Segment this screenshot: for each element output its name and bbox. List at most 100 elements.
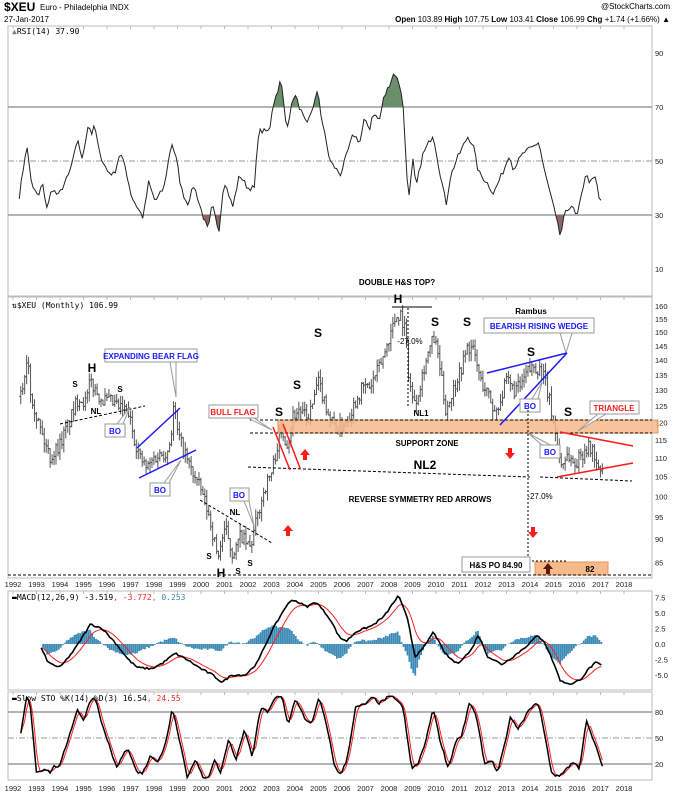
year-label: 1997 [122, 784, 139, 793]
year-label: 2004 [287, 784, 304, 793]
histogram-bar [373, 639, 376, 644]
histogram-bar [148, 644, 150, 649]
sto-k-line [20, 695, 604, 780]
histogram-bar [402, 644, 405, 648]
histogram-bar [363, 639, 366, 644]
open-label: Open [395, 15, 416, 24]
price-bar [536, 371, 540, 380]
histogram-bar [183, 644, 186, 645]
histogram-bar [149, 644, 152, 647]
price-bar [168, 441, 172, 453]
price-bar [256, 511, 260, 527]
d-value: , 24.55 [147, 694, 181, 703]
price-bar [522, 368, 526, 388]
price-bar [596, 459, 600, 470]
year-label: 1993 [28, 784, 45, 793]
wedge-label: BEARISH RISING WEDGE [490, 322, 589, 331]
price-bar [475, 349, 479, 372]
price-bar [170, 430, 174, 447]
histogram-bar [214, 644, 217, 651]
histogram-bar [228, 642, 231, 644]
price-bar [160, 451, 164, 457]
histogram-bar [114, 644, 117, 653]
price-bar [481, 370, 485, 392]
histogram-bar [328, 644, 330, 654]
sto-series [20, 695, 604, 780]
price-bar [25, 355, 29, 385]
price-bar [381, 356, 385, 369]
year-label: 1993 [28, 580, 45, 589]
price-bar [598, 465, 602, 478]
year-label: 2010 [428, 784, 445, 793]
high-value: 107.75 [465, 15, 490, 24]
wedge-upper-line [486, 352, 568, 374]
histogram-bar [222, 644, 225, 649]
price-bar [217, 550, 221, 560]
histogram-bar [198, 644, 201, 650]
price-bar [54, 442, 58, 465]
histogram-bar [484, 644, 487, 651]
year-label: 2009 [404, 580, 421, 589]
histogram-bar [193, 644, 195, 649]
price-axis-label: 130 [655, 386, 668, 395]
histogram-bar [142, 644, 144, 649]
histogram-bar [588, 635, 591, 644]
k-value: Slow STO %K(14) %D(3) 16.54 [17, 694, 147, 703]
histogram-bar [355, 641, 358, 644]
price-bar [573, 458, 577, 473]
macd-title-part: MACD(12,26,9) -3.519 [17, 593, 114, 602]
histogram-bar [73, 634, 76, 644]
histogram-bar [443, 644, 446, 655]
year-label: 1999 [169, 784, 186, 793]
price-bar [132, 429, 136, 447]
histogram-bar [130, 644, 133, 655]
price-bar [459, 366, 463, 382]
histogram-bar [324, 644, 327, 652]
price-bar [87, 373, 91, 402]
histogram-bar [551, 644, 554, 658]
histogram-bar [46, 644, 48, 655]
price-bar [115, 393, 119, 405]
histogram-bar [136, 644, 139, 654]
price-panel [7, 296, 653, 579]
histogram-bar [555, 644, 558, 661]
histogram-bar [337, 644, 340, 659]
histogram-bar [396, 631, 399, 644]
price-bar [242, 529, 246, 546]
histogram-bar [567, 644, 569, 655]
histogram-bar [146, 644, 148, 647]
price-bar [78, 399, 82, 411]
price-bar [356, 395, 360, 409]
histogram-bar [187, 644, 189, 647]
price-bar [504, 372, 508, 385]
price-bar [185, 447, 189, 464]
macd-legend-icon: ▬ [12, 593, 17, 602]
histogram-bar [379, 637, 381, 644]
triangle-upper-line [559, 431, 634, 447]
price-bar [48, 448, 52, 468]
price-bar [254, 509, 258, 536]
price-bar [418, 385, 422, 402]
year-label: 2001 [216, 580, 233, 589]
histogram-bar [547, 644, 550, 653]
year-label: 2013 [498, 784, 515, 793]
histogram-bar [471, 636, 473, 644]
histogram-bar [169, 638, 172, 644]
histogram-bar [245, 642, 248, 644]
histogram-bar [510, 642, 513, 644]
shoulder-label: S [564, 405, 572, 419]
histogram-bar [594, 635, 597, 644]
price-bar [426, 351, 430, 364]
histogram-bar [112, 644, 115, 651]
histogram-bar [202, 644, 205, 649]
year-label: 1996 [99, 784, 116, 793]
price-bar [365, 382, 369, 388]
shoulder-label: S [314, 326, 322, 340]
histogram-bar [439, 644, 442, 650]
bear-flag-callout [104, 348, 198, 363]
bo-callout [104, 423, 126, 438]
flag-lower-line [138, 449, 197, 479]
histogram-bar [571, 644, 573, 651]
bear-flag-label: EXPANDING BEAR FLAG [103, 352, 199, 361]
year-label: 2018 [616, 580, 633, 589]
